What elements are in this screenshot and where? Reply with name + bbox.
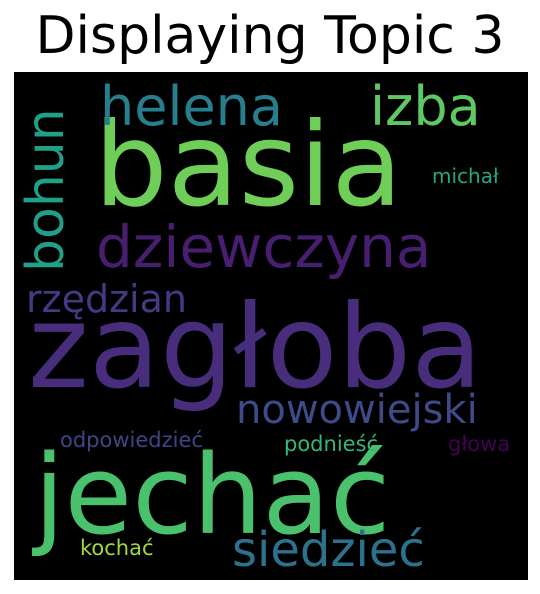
word-rzedzian: rzędzian xyxy=(26,277,187,321)
word-podniesc: podnieść xyxy=(284,432,379,456)
word-cloud: zagłoba basia jechać dziewczyna helena i… xyxy=(14,72,528,580)
word-siedziec: siedzieć xyxy=(232,522,425,578)
word-bohun: bohun xyxy=(16,108,76,272)
word-izba: izba xyxy=(370,75,481,138)
word-dziewczyna: dziewczyna xyxy=(96,213,432,281)
word-helena: helena xyxy=(100,75,283,138)
word-zagloba: zagłoba xyxy=(28,280,483,415)
word-nowowiejski: nowowiejski xyxy=(236,387,478,433)
word-glowa: głowa xyxy=(448,432,511,456)
page-title: Displaying Topic 3 xyxy=(35,6,505,66)
word-basia: basia xyxy=(94,98,403,233)
word-michal: michał xyxy=(432,164,499,188)
word-odpowiedziec: odpowiedzieć xyxy=(60,428,203,452)
word-jechac: jechać xyxy=(34,431,391,559)
word-kochac: kochać xyxy=(80,536,154,560)
